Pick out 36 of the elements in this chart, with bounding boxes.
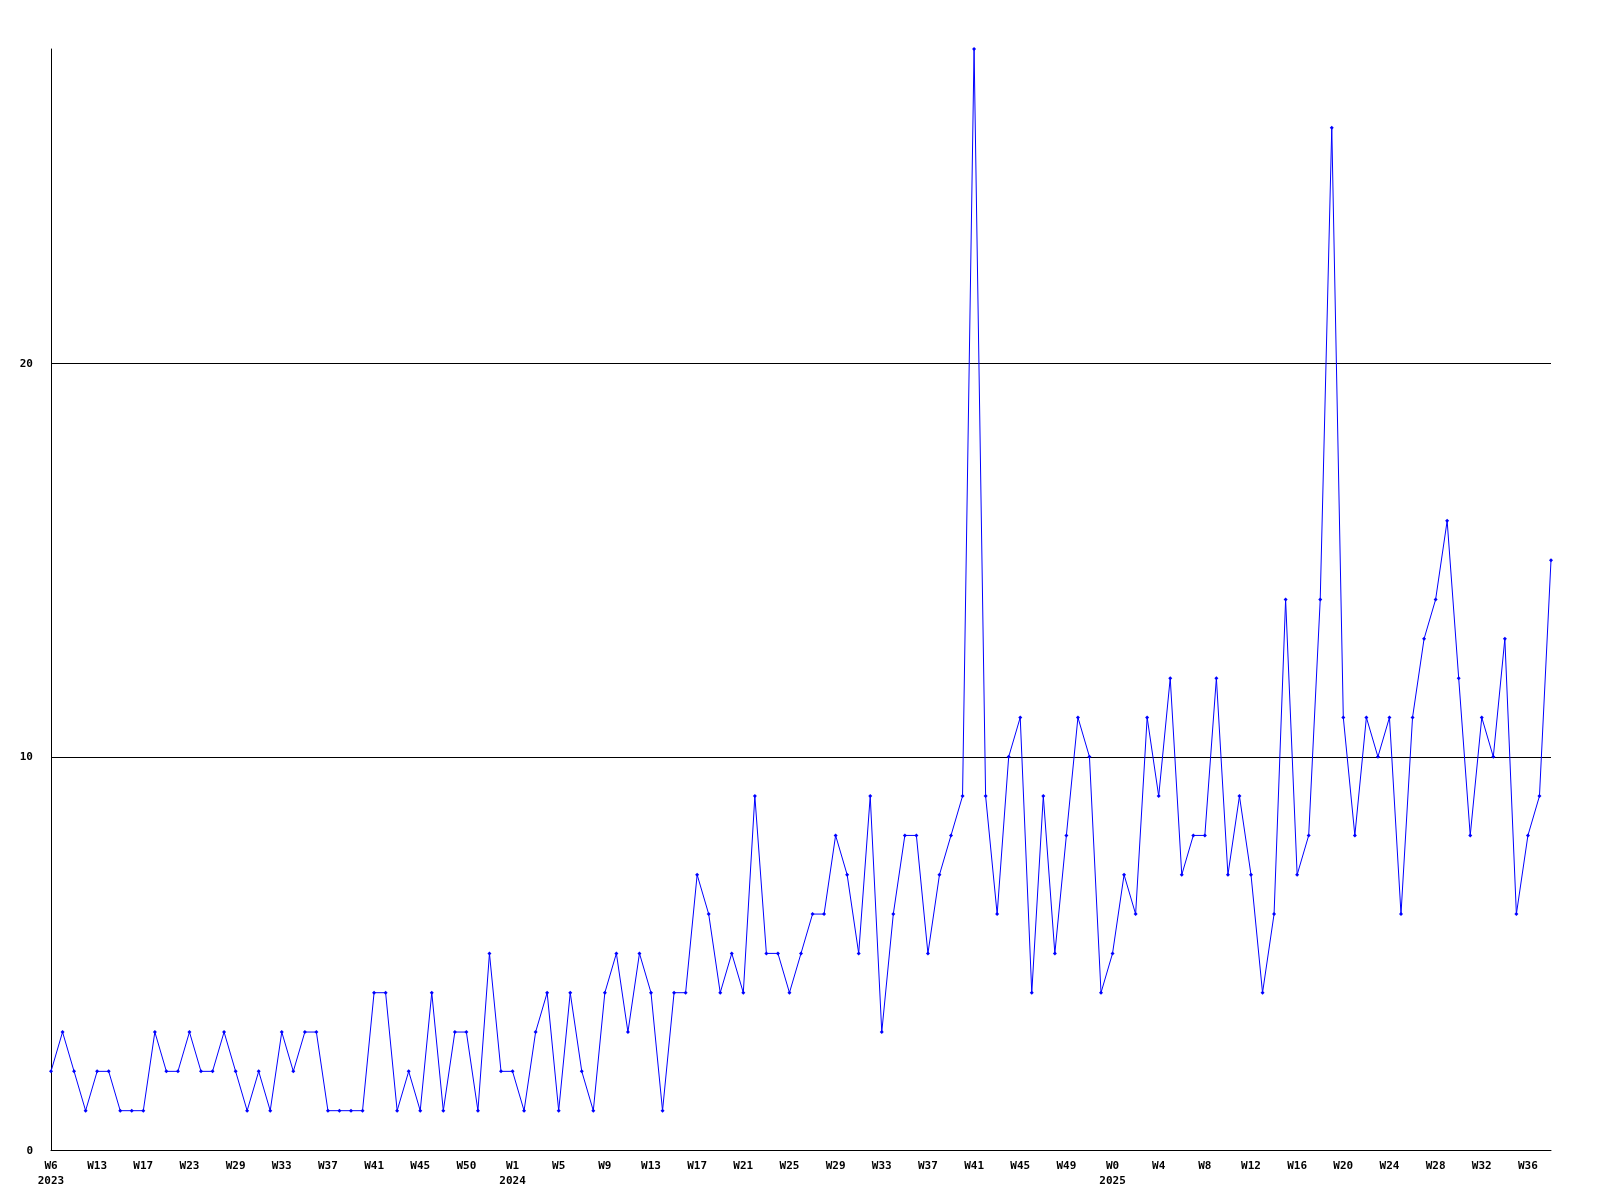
x-tick-label: W13 [641,1159,661,1172]
x-tick-label: W12 [1241,1159,1261,1172]
x-tick-label: W24 [1379,1159,1400,1172]
y-tick-label: 20 [19,357,33,371]
x-tick-label: W45 [410,1159,431,1172]
x-tick-label: W33 [271,1159,292,1172]
x-tick-label: W50 [456,1159,477,1172]
x-tick-label: W37 [317,1159,338,1172]
x-tick-label: W41 [964,1159,985,1172]
x-tick-label: W6 2023 [37,1159,65,1187]
y-tick-label: 10 [19,750,33,764]
x-tick-label: W36 [1517,1159,1539,1172]
x-tick-label: W41 [364,1159,385,1172]
x-tick-label: W23 [179,1159,200,1172]
x-tick-label: W5 [552,1159,566,1172]
x-tick-label: W25 [779,1159,800,1172]
x-tick-label: W45 [1010,1159,1031,1172]
x-tick-label: W20 [1333,1159,1354,1172]
x-tick-label: W21 [733,1159,754,1172]
x-tick-label: W4 [1152,1159,1166,1172]
x-tick-label: W13 [87,1159,108,1172]
x-tick-label: W29 [225,1159,246,1172]
x-tick-label: W37 [917,1159,938,1172]
x-tick-label: W17 [133,1159,154,1172]
x-tick-label: W29 [825,1159,846,1172]
x-tick-label: W0 2025 [1099,1159,1126,1187]
x-tick-label: W1 2024 [499,1159,527,1187]
x-tick-label: W28 [1425,1159,1446,1172]
x-tick-label: W49 [1056,1159,1077,1172]
y-tick-label: 0 [26,1143,33,1157]
x-tick-label: W8 [1198,1159,1212,1172]
x-tick-label: W9 [598,1159,612,1172]
x-tick-label: W33 [871,1159,892,1172]
x-tick-label: W32 [1471,1159,1492,1172]
x-tick-label: W17 [687,1159,708,1172]
x-tick-label: W16 [1287,1159,1308,1172]
